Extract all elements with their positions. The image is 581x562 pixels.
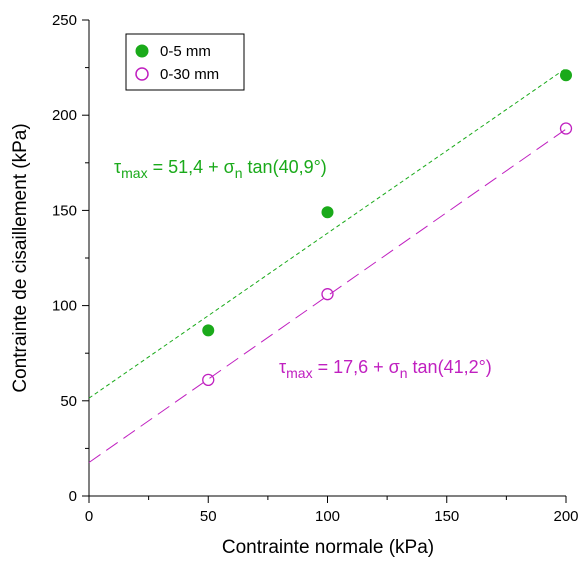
legend-marker-0-5mm [135,44,149,58]
equation-mid: = 17,6 + σ [313,357,400,377]
legend-box [125,33,245,91]
data-points [202,69,573,387]
fit-line-1 [88,128,567,463]
legend-marker-0-30mm [135,67,149,81]
fit-line-0 [88,67,567,399]
equation-0-5mm: τmax = 51,4 + σn tan(40,9°) [114,157,327,181]
equation-0-30mm: τmax = 17,6 + σn tan(41,2°) [279,357,492,381]
equation-symbol: τ [114,157,121,177]
tick-labels: 0 50 100 150 200 0 50 100 150 200 250 [52,12,579,525]
y-axis-title: Contrainte de cisaillement (kPa) [10,123,31,392]
equation-tail: tan(41,2°) [408,357,492,377]
x-tick-label: 0 [85,508,93,525]
x-tick-label: 50 [200,508,217,525]
y-tick-label: 250 [52,12,77,29]
y-tick-label: 50 [60,393,77,410]
equation-subscript: max [121,165,147,181]
y-tick-label: 150 [52,202,77,219]
equation-tail: tan(40,9°) [243,157,327,177]
legend: 0-5 mm 0-30 mm [135,43,219,83]
x-tick-label: 100 [315,508,340,525]
x-tick-label: 200 [553,508,578,525]
data-point [560,69,572,82]
equation-subscript-n: n [235,165,243,181]
x-tick-label: 150 [434,508,459,525]
data-point [202,373,215,387]
equation-mid: = 51,4 + σ [148,157,235,177]
legend-label-0-5mm: 0-5 mm [160,43,211,60]
equation-subscript-n: n [400,365,408,381]
data-point [321,288,334,301]
data-point [321,206,334,219]
data-point [559,122,573,135]
y-tick-label: 200 [52,107,77,124]
fit-lines [88,67,567,463]
y-tick-label: 0 [69,488,77,505]
equation-subscript: max [286,365,312,381]
equation-symbol: τ [279,357,286,377]
y-tick-label: 100 [52,298,77,315]
legend-label-0-30mm: 0-30 mm [160,66,219,83]
data-point [202,324,215,337]
x-axis-title: Contrainte normale (kPa) [222,537,434,558]
axes [82,19,567,503]
